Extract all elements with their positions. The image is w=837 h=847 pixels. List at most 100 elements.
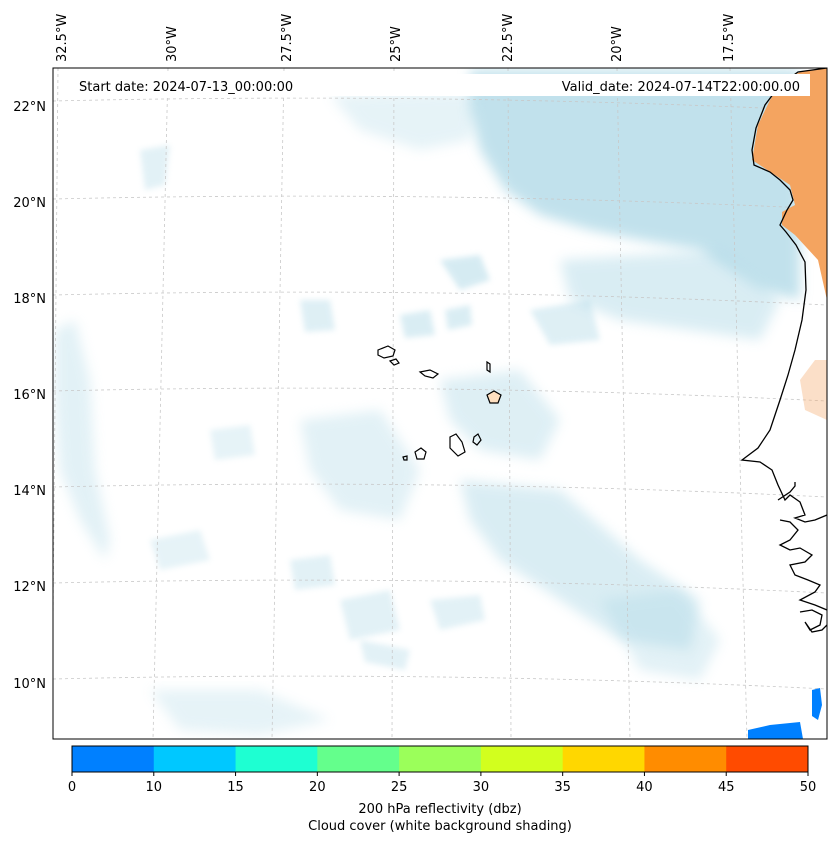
colorbar-tick-label: 35 [554, 780, 571, 795]
colorbar-swatch [644, 746, 727, 772]
parallel-line [53, 291, 827, 306]
cloud-patch-2 [400, 310, 435, 338]
colorbar-tick-label: 15 [227, 780, 244, 795]
cloud-band-south-central [300, 410, 420, 520]
lat-label: 14°N [13, 484, 46, 499]
cloud-patch-1 [440, 255, 490, 290]
cloud-patch-12 [290, 555, 335, 590]
colorbar-tick-label: 45 [718, 780, 735, 795]
meridian-line [391, 68, 395, 739]
cloud-patch-5 [300, 300, 335, 332]
reflectivity-cell [748, 722, 803, 739]
map-frame [52, 67, 828, 740]
map-area [53, 68, 827, 739]
cloud-patch-4 [530, 300, 600, 345]
parallel-line [53, 387, 827, 402]
cloud-patch-9 [150, 530, 210, 570]
colorbar-sublabel: Cloud cover (white background shading) [308, 819, 572, 834]
meridian-line [729, 68, 748, 739]
island-sal [486, 360, 491, 374]
lat-label: 22°N [13, 100, 46, 115]
parallel-line [53, 675, 827, 690]
parallel-line [53, 483, 827, 498]
longitude-labels: 32.5°W 30°W 27.5°W 25°W 22.5°W 20°W 17.5… [55, 14, 737, 62]
lon-label: 22.5°W [501, 14, 516, 62]
colorbar-swatch [72, 746, 155, 772]
island-sao-vicente [388, 358, 400, 366]
island-santiago [449, 433, 466, 457]
colorbar-tick-label: 0 [68, 780, 76, 795]
africa-coastline [740, 68, 827, 523]
parallel-line [53, 579, 827, 594]
cape-verde-islands [377, 345, 502, 461]
colorbar-swatch [235, 746, 318, 772]
cloud-band-central [440, 370, 560, 460]
lon-label: 17.5°W [722, 14, 737, 62]
lon-label: 25°W [389, 26, 404, 62]
colorbar: 0 10 15 20 25 30 35 40 45 50 200 hPa reflectivity… [68, 745, 816, 834]
colorbar-tick-label: 30 [473, 780, 490, 795]
cloud-band-north-light [330, 90, 480, 150]
colorbar-swatch [317, 746, 400, 772]
colorbar-tick-label: 40 [636, 780, 653, 795]
africa-land-fill-south [800, 360, 827, 420]
lon-label: 20°W [610, 26, 625, 62]
lat-label: 10°N [13, 677, 46, 692]
lon-label: 30°W [165, 26, 180, 62]
cloud-patch-11 [360, 640, 410, 670]
cloud-band-north [470, 70, 800, 300]
colorbar-frame [71, 745, 809, 773]
meridian-line [271, 68, 285, 739]
lat-label: 12°N [13, 580, 46, 595]
valid-date-label: Valid_date: 2024-07-14T22:00:00.00 [562, 80, 800, 95]
colorbar-tick-label: 10 [146, 780, 163, 795]
guinea-coast [799, 609, 827, 633]
meridian-line [507, 68, 512, 739]
lon-label: 27.5°W [280, 14, 295, 62]
colorbar-ticks: 0 10 15 20 25 30 35 40 45 50 [68, 772, 816, 795]
colorbar-swatch [153, 746, 237, 772]
africa-land-fill [752, 68, 827, 300]
parallel-line [53, 97, 827, 112]
island-santo-antao [377, 345, 396, 359]
colorbar-swatch [480, 746, 564, 772]
cloud-band-east-upper [560, 250, 780, 340]
meridian-line [616, 68, 631, 739]
meridian-line [152, 68, 169, 739]
colorbar-tick-label: 20 [309, 780, 326, 795]
colorbar-tick-label: 50 [800, 780, 817, 795]
date-header-box [70, 74, 810, 96]
colorbar-swatches [72, 746, 809, 772]
lat-label: 16°N [13, 388, 46, 403]
cloud-cover-layer [55, 70, 800, 735]
cloud-patch-3 [445, 305, 472, 330]
island-boa-vista [486, 390, 502, 404]
cloud-band-west [55, 320, 110, 560]
colorbar-swatch [562, 746, 645, 772]
colorbar-label: 200 hPa reflectivity (dbz) [358, 802, 521, 817]
island-sao-nicolau [418, 369, 440, 379]
cloud-patch-8 [430, 595, 485, 630]
reflectivity-cell [812, 688, 822, 720]
cloud-patch-6 [140, 145, 170, 190]
cloud-patch-7 [340, 590, 400, 640]
cloud-band-southwest [150, 690, 330, 735]
colorbar-swatch [726, 746, 809, 772]
guinea-bissau-coast [778, 519, 827, 611]
island-brava [402, 455, 408, 461]
lat-label: 20°N [13, 196, 46, 211]
lat-label: 18°N [13, 292, 46, 307]
cloud-band-southeast [600, 590, 720, 680]
latitude-labels: 22°N 20°N 18°N 16°N 14°N 12°N 10°N [13, 100, 46, 692]
colorbar-tick-label: 25 [391, 780, 408, 795]
colorbar-swatch [399, 746, 482, 772]
gambia-coast [777, 482, 796, 501]
island-fogo [414, 447, 427, 460]
start-date-label: Start date: 2024-07-13_00:00:00 [79, 80, 293, 95]
lon-label: 32.5°W [55, 14, 70, 62]
parallel-line [53, 195, 827, 210]
island-maio [472, 433, 482, 446]
cloud-patch-10 [210, 425, 255, 460]
